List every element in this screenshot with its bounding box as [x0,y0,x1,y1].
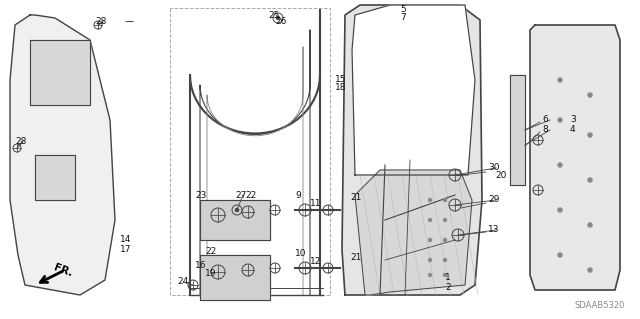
Polygon shape [30,40,90,105]
Circle shape [276,16,280,20]
Text: 16: 16 [195,261,207,270]
Text: 26: 26 [275,18,286,26]
Circle shape [588,268,593,272]
Polygon shape [342,5,482,295]
Polygon shape [530,25,620,290]
Circle shape [443,273,447,277]
Polygon shape [510,75,525,185]
Text: 23: 23 [195,190,206,199]
Text: 9: 9 [295,190,301,199]
Text: 28: 28 [15,137,26,146]
Text: 3: 3 [570,115,576,124]
Text: 30: 30 [488,164,499,173]
Circle shape [557,207,563,212]
Text: 5: 5 [400,5,406,14]
Circle shape [557,78,563,83]
Text: 25: 25 [268,11,280,19]
Polygon shape [200,200,270,240]
Circle shape [235,208,239,212]
Circle shape [557,162,563,167]
Circle shape [443,198,447,202]
Text: 10: 10 [295,249,307,258]
Text: 19: 19 [205,269,216,278]
Circle shape [588,222,593,227]
Polygon shape [200,255,270,300]
Circle shape [428,273,432,277]
Text: 15: 15 [335,76,346,85]
Circle shape [588,93,593,98]
Text: 7: 7 [400,13,406,23]
Text: 29: 29 [488,196,499,204]
Text: 21: 21 [350,254,362,263]
Text: 28: 28 [95,18,106,26]
Text: 4: 4 [570,125,575,135]
Polygon shape [10,15,115,295]
Circle shape [443,238,447,242]
Polygon shape [35,155,75,200]
Text: 27: 27 [235,190,246,199]
Text: 2: 2 [445,283,451,292]
Circle shape [557,117,563,122]
Circle shape [588,132,593,137]
Text: 24: 24 [177,278,188,286]
Circle shape [428,218,432,222]
Text: 22: 22 [205,248,216,256]
Circle shape [443,258,447,262]
Circle shape [557,253,563,257]
Circle shape [428,198,432,202]
Circle shape [588,177,593,182]
Circle shape [428,238,432,242]
Text: 1: 1 [445,273,451,283]
Text: 22: 22 [245,190,256,199]
Circle shape [443,218,447,222]
Text: 21: 21 [350,194,362,203]
Text: 14: 14 [120,235,131,244]
Circle shape [428,258,432,262]
Polygon shape [352,5,475,175]
Text: SDAAB5320: SDAAB5320 [575,301,625,310]
Text: FR.: FR. [52,262,74,278]
Text: 6: 6 [542,115,548,124]
Text: 11: 11 [310,198,321,207]
Text: 8: 8 [542,125,548,135]
Text: 20: 20 [495,170,506,180]
Text: 12: 12 [310,257,321,266]
Text: 13: 13 [488,226,499,234]
Text: —: — [125,18,134,26]
Polygon shape [355,170,472,295]
Text: 18: 18 [335,84,346,93]
Text: 17: 17 [120,246,131,255]
